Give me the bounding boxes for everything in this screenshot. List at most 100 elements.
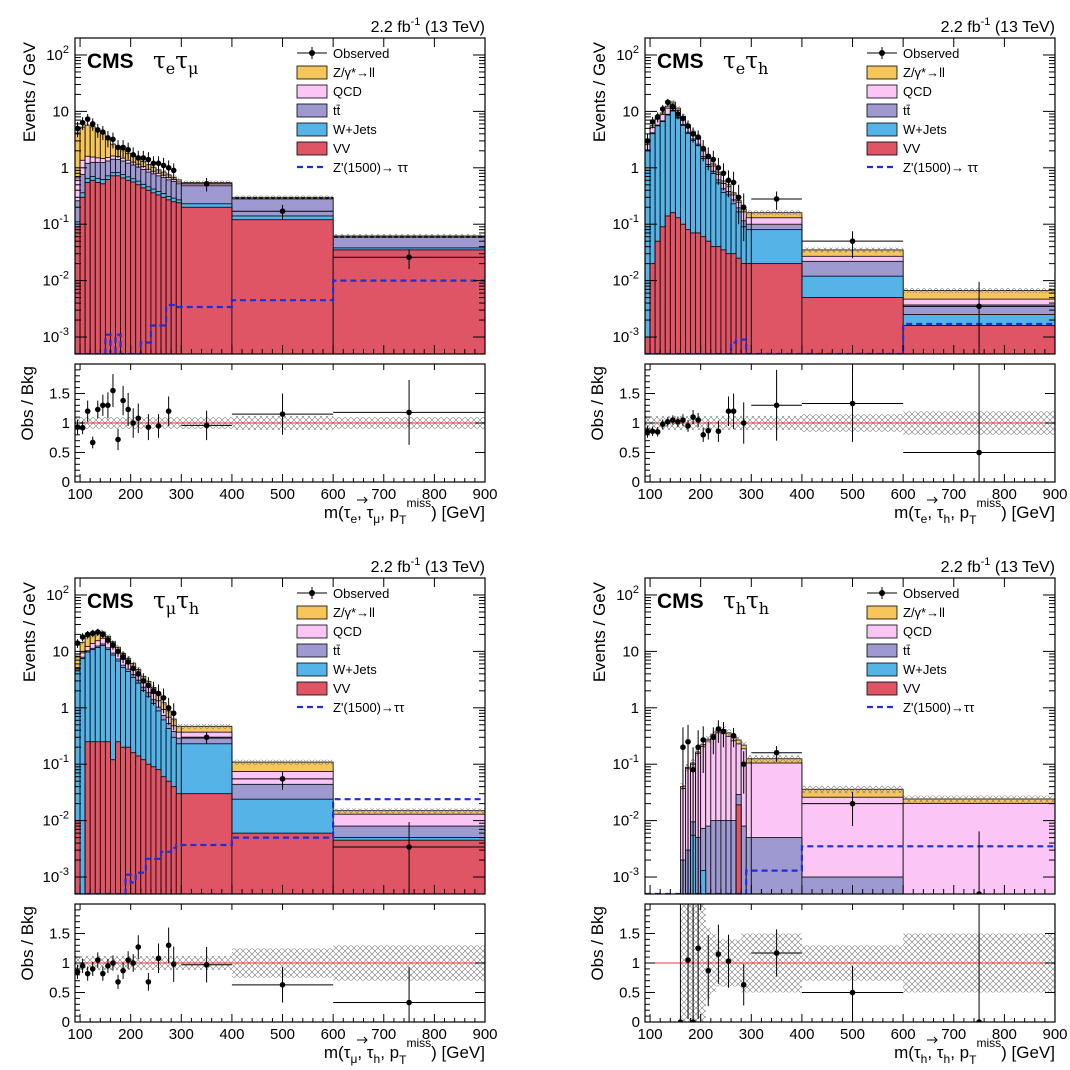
- lumi-value: 2.2 fb: [371, 559, 411, 576]
- y-tick-label: 10-1: [613, 213, 639, 233]
- bar-wjets: [645, 150, 651, 354]
- ratio-point: [125, 957, 131, 963]
- bar-vv: [165, 199, 172, 354]
- main-frame: [644, 577, 1056, 895]
- observed-point: [715, 164, 722, 171]
- legend-swatch-tt: [866, 643, 898, 658]
- x-axis-title-sub: T: [399, 513, 407, 527]
- ratio-point: [94, 406, 101, 413]
- ratio-y-axis-title: Obs / Bkg: [588, 366, 607, 441]
- bar-vv: [180, 206, 233, 354]
- x-axis-title-part: m(τ: [894, 1043, 921, 1062]
- bar-tt: [730, 820, 737, 894]
- ratio-y-tick-label: 0: [62, 1014, 70, 1031]
- uncertainty-band: [80, 640, 86, 646]
- y-tick-base: 10: [613, 273, 630, 290]
- observed-point: [849, 800, 856, 807]
- channel-label: τhτh: [723, 588, 769, 618]
- observed-point: [84, 116, 91, 122]
- y-tick-exponent: -2: [629, 270, 639, 282]
- x-tick-label: 800: [422, 486, 447, 503]
- legend-label-tt: tt̄: [333, 103, 341, 118]
- legend-swatch-qcd: [296, 84, 328, 99]
- uncertainty-band: [176, 723, 182, 729]
- ratio-point: [849, 400, 856, 407]
- x-tick-label: 800: [992, 486, 1017, 503]
- observed-point: [84, 631, 91, 638]
- bar-vv: [120, 746, 127, 894]
- x-axis-title-unit: ) [GeV]: [431, 1043, 485, 1062]
- observed-point: [406, 844, 412, 850]
- observed-point: [79, 634, 86, 640]
- observed-point: [150, 160, 157, 167]
- y-tick-exponent: 2: [63, 584, 69, 596]
- y-tick-label: 102: [46, 584, 69, 604]
- lumi-exponent: -1: [981, 16, 991, 28]
- observed-point: [135, 671, 142, 677]
- x-axis-title-part: , τ: [357, 503, 373, 522]
- x-tick-label: 300: [739, 1026, 764, 1043]
- main-frame: [74, 37, 486, 355]
- bar-vv: [130, 752, 137, 894]
- legend-observed-marker: [879, 590, 885, 596]
- x-tick-label: 200: [118, 486, 143, 503]
- y-tick-label: 102: [616, 584, 639, 604]
- legend-label-vv: VV: [903, 141, 921, 156]
- y-tick-base: 10: [613, 756, 630, 773]
- bar-vv: [125, 179, 132, 354]
- ratio-point: [110, 960, 116, 966]
- legend-swatch-dy: [866, 605, 898, 620]
- observed-point: [115, 648, 121, 655]
- uncertainty-band: [231, 759, 334, 765]
- y-axis-title: Events / GeV: [20, 41, 39, 142]
- observed-point: [659, 106, 666, 112]
- ratio-point: [89, 439, 96, 446]
- ratio-point: [705, 427, 712, 434]
- x-tick-label: 600: [321, 1026, 346, 1043]
- ratio-point: [645, 429, 651, 435]
- observed-point: [680, 744, 686, 751]
- bar-vv: [685, 229, 691, 354]
- x-tick-label: 100: [68, 1026, 93, 1043]
- x-axis-title-sub: μ: [350, 1052, 357, 1066]
- ratio-point: [849, 989, 856, 996]
- observed-point: [685, 738, 691, 745]
- x-tick-label: 500: [270, 486, 295, 503]
- legend-swatch-vv: [866, 681, 898, 696]
- observed-point: [649, 119, 656, 125]
- y-tick-label: 102: [616, 44, 639, 64]
- y-tick-base: 10: [46, 47, 63, 64]
- bar-vv: [104, 741, 111, 894]
- observed-point: [976, 303, 982, 310]
- x-axis-title-sup: miss: [406, 496, 431, 510]
- ratio-point: [120, 967, 126, 974]
- ratio-y-axis-title: Obs / Bkg: [18, 366, 37, 441]
- uncertainty-band: [176, 178, 182, 182]
- y-tick-label: 10-3: [613, 326, 639, 346]
- legend-label-tt: tt̄: [903, 103, 911, 118]
- y-tick-exponent: 2: [633, 584, 639, 596]
- ratio-y-axis-title: Obs / Bkg: [588, 906, 607, 981]
- legend-label-wjets: W+Jets: [333, 122, 377, 137]
- y-tick-exponent: 2: [63, 44, 69, 56]
- observed-point: [670, 104, 676, 110]
- y-tick-base: 1: [61, 700, 69, 717]
- observed-point: [695, 134, 701, 140]
- ratio-y-tick-label: 1.5: [49, 386, 70, 403]
- x-axis-title-part: , p: [380, 1043, 399, 1062]
- lumi-value: 2.2 fb: [941, 559, 981, 576]
- y-tick-label: 10-1: [43, 753, 69, 773]
- x-tick-label: 700: [941, 1026, 966, 1043]
- bar-vv: [89, 741, 96, 894]
- ratio-point: [135, 944, 142, 950]
- main-plot-area: [75, 628, 485, 894]
- x-tick-label: 500: [840, 486, 865, 503]
- ratio-point: [680, 417, 686, 423]
- x-tick-label: 600: [891, 1026, 916, 1043]
- observed-point: [125, 146, 131, 153]
- observed-point: [120, 654, 126, 660]
- ratio-point: [976, 1019, 982, 1022]
- bar-vv: [140, 187, 147, 354]
- observed-point: [110, 642, 116, 648]
- channel-sub: e: [166, 59, 175, 78]
